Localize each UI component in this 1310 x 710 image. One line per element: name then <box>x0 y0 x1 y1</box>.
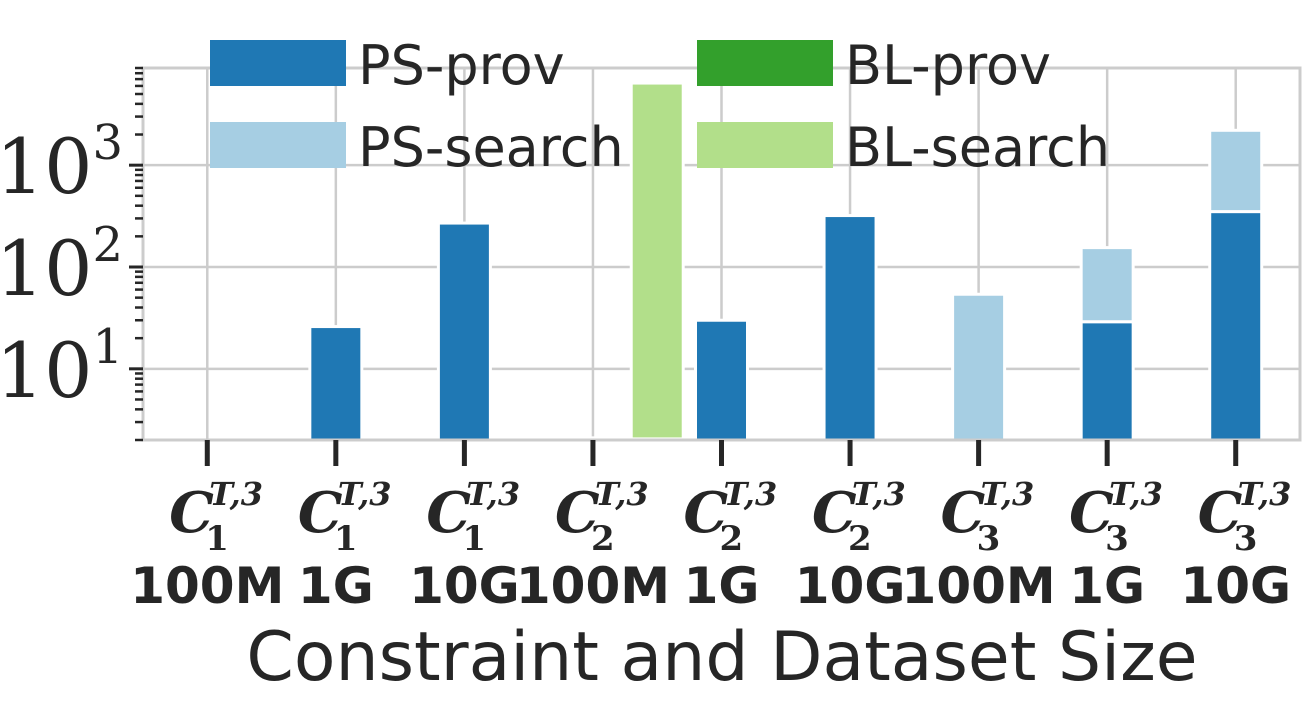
legend-label-bl-prov: BL-prov <box>845 34 1051 97</box>
x-tick-size: 100M <box>130 557 284 615</box>
x-tick-size: 1G <box>684 557 760 615</box>
x-tick-constraint: C <box>1069 480 1114 546</box>
legend-label-bl-search: BL-search <box>845 116 1110 179</box>
bar-ps-prov <box>694 318 749 442</box>
bar-ps-search <box>1208 128 1264 214</box>
x-tick-constraint-sub: 3 <box>1234 519 1258 559</box>
x-tick-constraint-sub: 1 <box>462 519 486 559</box>
x-tick-size: 100M <box>902 557 1056 615</box>
x-tick-constraint: C <box>812 480 857 546</box>
x-tick-size: 1G <box>298 557 374 615</box>
x-tick-constraint-sup: T,3 <box>1109 475 1163 513</box>
x-tick-constraint: C <box>298 480 343 546</box>
legend-label-ps-search: PS-search <box>358 116 624 179</box>
x-tick-size: 10G <box>409 557 520 615</box>
bar-ps-prov <box>1079 320 1135 442</box>
y-tick-label: 102 <box>0 217 123 313</box>
x-tick-constraint-sub: 3 <box>977 519 1001 559</box>
x-tick-constraint: C <box>169 480 214 546</box>
bar-ps-prov <box>436 221 492 442</box>
x-tick-constraint-sup: T,3 <box>724 475 778 513</box>
legend-swatch-bl-search <box>697 122 833 168</box>
x-tick-size: 10G <box>1180 557 1291 615</box>
x-tick-constraint-sup: T,3 <box>852 475 906 513</box>
legend-swatch-ps-search <box>210 122 346 168</box>
x-tick-constraint-sup: T,3 <box>338 475 392 513</box>
x-tick-constraint-sub: 2 <box>720 519 744 559</box>
x-axis-label: Constraint and Dataset Size <box>246 618 1197 697</box>
bar-ps-prov <box>308 325 364 442</box>
x-tick-constraint-sup: T,3 <box>466 475 520 513</box>
x-tick-size: 1G <box>1069 557 1145 615</box>
x-tick-constraint: C <box>426 480 471 546</box>
x-tick-size: 10G <box>795 557 906 615</box>
x-tick-constraint-sub: 3 <box>1105 519 1129 559</box>
x-tick-constraint-sub: 1 <box>334 519 358 559</box>
bar-ps-search <box>1079 246 1135 324</box>
x-tick-constraint-sub: 2 <box>591 519 615 559</box>
bar-ps-search <box>951 292 1007 442</box>
x-tick-constraint-sub: 1 <box>205 519 229 559</box>
x-tick-constraint: C <box>555 480 600 546</box>
x-tick-constraint-sup: T,3 <box>981 475 1035 513</box>
bar-ps-prov <box>1208 210 1264 442</box>
x-tick-constraint: C <box>1198 480 1243 546</box>
x-tick-constraint: C <box>684 480 729 546</box>
y-tick-label: 103 <box>0 115 123 211</box>
bar-ps-prov <box>822 214 878 442</box>
legend-label-ps-prov: PS-prov <box>358 34 565 97</box>
x-tick-size: 100M <box>516 557 670 615</box>
bar-bl-search <box>629 81 685 441</box>
legend: PS-prov PS-search BL-prov BL-search <box>210 34 1110 179</box>
legend-swatch-bl-prov <box>697 40 833 86</box>
x-tick-constraint-sup: T,3 <box>1238 475 1292 513</box>
x-axis-ticks: CT,31100MCT,311GCT,3110GCT,32100MCT,321G… <box>130 440 1291 615</box>
x-tick-constraint-sup: T,3 <box>595 475 649 513</box>
x-tick-constraint: C <box>941 480 986 546</box>
x-tick-constraint-sup: T,3 <box>209 475 263 513</box>
legend-swatch-ps-prov <box>210 40 346 86</box>
x-tick-constraint-sub: 2 <box>848 519 872 559</box>
y-tick-label: 101 <box>0 319 123 415</box>
